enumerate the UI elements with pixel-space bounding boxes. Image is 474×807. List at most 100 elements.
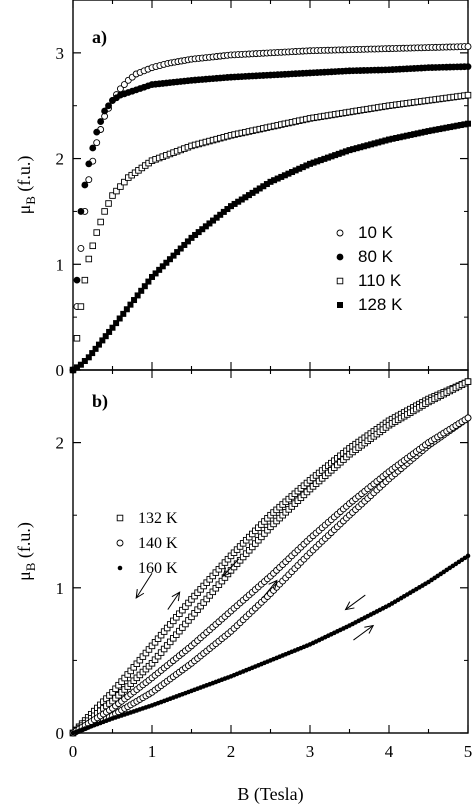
data-point [188,234,195,241]
data-point [210,217,217,224]
data-point [149,273,155,280]
data-point [81,181,89,189]
legend-label: 10 K [358,223,394,242]
y-axis-label: μB (f.u.) [14,156,38,215]
data-point [465,120,471,127]
data-point [414,130,421,137]
data-point [386,136,392,143]
arrow-shaft [345,594,366,610]
data-point [141,283,148,290]
data-point [81,358,88,365]
data-point [224,206,231,213]
data-point [317,157,324,164]
data-point [436,126,443,133]
series-110-k [69,91,472,374]
data-point [113,320,120,327]
data-point [353,145,360,152]
data-point [378,138,385,145]
data-point [360,143,367,150]
data-point [461,121,468,128]
series-10-k [69,43,472,374]
arrow-shaft [353,625,374,641]
data-point [89,144,97,152]
data-point [321,155,328,162]
arrow-head [222,567,232,578]
hysteresis-arrow [353,624,375,641]
data-point [314,158,321,165]
data-point [464,378,472,385]
data-point [77,208,85,215]
data-point [174,249,181,256]
data-point [85,160,93,168]
data-point [464,414,472,422]
y-axis-label-rest: (f.u.) [14,522,35,562]
data-point [99,337,106,344]
legend-item: 132 K [116,510,178,527]
data-point [238,196,245,203]
arrow-head [135,588,145,599]
series-140-k-decreasing- [69,414,472,737]
data-point [106,328,113,335]
x-tick-label: 0 [69,742,78,761]
data-point [192,231,199,238]
legend-marker [336,253,344,261]
data-point [89,242,96,250]
data-point [202,223,209,230]
arrow-head [364,624,375,634]
data-point [102,333,109,340]
data-point [120,310,127,317]
data-point [163,259,170,266]
data-point [152,270,159,277]
legend-label: 110 K [358,271,402,290]
legend-item: 140 K [116,535,178,552]
y-tick-label: 2 [56,434,65,453]
legend-marker [336,277,344,285]
legend-label: 132 K [138,510,178,527]
data-point [213,214,220,221]
y-tick-label: 2 [56,150,65,169]
data-point [92,345,99,352]
data-point [77,303,85,310]
data-point [342,148,349,155]
data-point [443,124,450,131]
legend-marker [116,514,124,522]
data-point [289,169,296,176]
x-tick-label: 3 [306,742,315,761]
data-point [131,297,138,304]
arrow-head [171,591,181,602]
data-point [285,170,292,177]
data-point [450,123,457,130]
data-point [117,183,124,190]
data-point [195,229,202,236]
data-point [184,238,191,245]
x-tick-label: 2 [227,742,236,761]
arrow-head [268,579,278,590]
y-tick-label: 3 [56,44,65,63]
legend-item: 80 K [336,247,394,266]
series-160-k [70,553,471,736]
data-point [274,175,281,182]
x-axis-label: B (Tesla) [237,784,303,805]
y-axis-label-rest: (f.u.) [14,156,35,196]
data-point [138,287,145,294]
data-point [407,131,414,138]
data-point [166,256,173,263]
data-point [393,135,400,142]
data-point [396,134,403,141]
data-point [332,152,339,159]
panel-label: a) [92,27,107,48]
data-point [339,149,346,156]
data-point [281,172,288,179]
legend-marker [117,565,123,571]
data-point [93,128,101,136]
data-point [206,220,213,227]
legend-item: 128 K [337,295,403,314]
y-axis-label-sub: B [23,196,38,205]
arrow-head [344,601,355,611]
data-point [134,292,141,299]
data-point [382,137,389,144]
data-point [368,141,375,148]
legend-label: 128 K [358,295,403,314]
legend-item: 110 K [336,271,402,290]
data-point [421,128,428,135]
